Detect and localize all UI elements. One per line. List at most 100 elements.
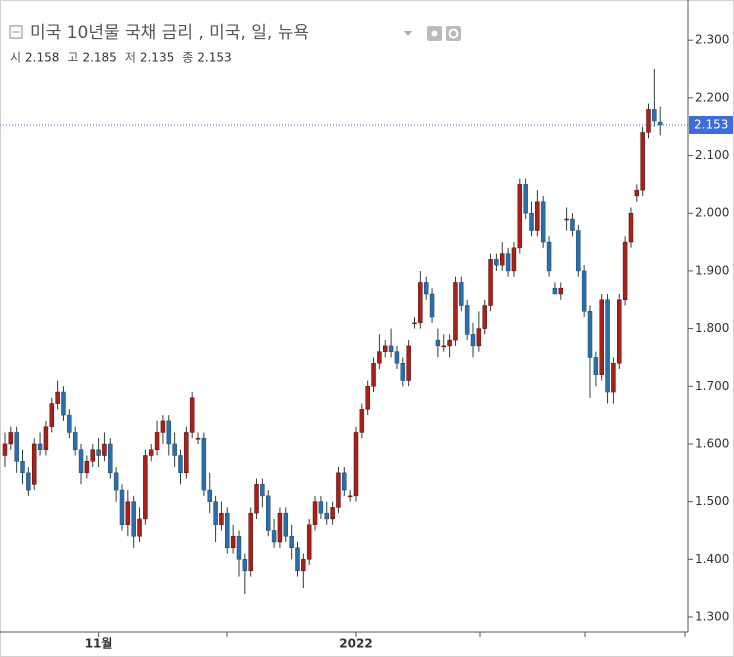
- candle-body: [271, 530, 277, 543]
- candle-body: [78, 449, 84, 474]
- candle-body: [640, 132, 645, 191]
- candle-body: [219, 512, 224, 525]
- candle-body: [230, 535, 236, 549]
- candle-body: [371, 362, 376, 387]
- candle-body: [464, 305, 470, 335]
- candle-body: [652, 109, 657, 122]
- candle-body: [447, 339, 452, 347]
- eye-icon-dot: [431, 30, 438, 37]
- candle-body: [382, 345, 388, 352]
- candle-body: [31, 443, 37, 485]
- y-tick-label: 2.300: [695, 33, 729, 47]
- settings-icon[interactable]: [446, 26, 461, 41]
- candle-body: [72, 432, 78, 450]
- ohlc-value: 2.185: [82, 51, 116, 65]
- ohlc-value: 2.135: [140, 51, 174, 65]
- candle-body: [535, 201, 540, 231]
- candle-body: [564, 218, 569, 221]
- candle-body: [476, 328, 482, 347]
- candle-body: [8, 432, 14, 445]
- candle-body: [435, 339, 441, 347]
- candle-body: [394, 351, 400, 364]
- candle-body: [523, 184, 528, 214]
- candle-body: [628, 212, 634, 243]
- candle-body: [400, 362, 406, 381]
- candle-body: [429, 293, 435, 318]
- candle-body: [324, 512, 329, 520]
- candle-body: [108, 443, 113, 474]
- candle-body: [113, 472, 119, 491]
- candle-body: [277, 512, 283, 543]
- last-price-box: [689, 115, 733, 134]
- ohlc-value: 2.158: [25, 51, 59, 65]
- plot: [2, 69, 663, 594]
- candle-body: [148, 449, 154, 456]
- last-price-label: 2.153: [694, 117, 728, 131]
- candle-body: [517, 184, 523, 249]
- candle-body: [14, 432, 19, 462]
- candle-body: [540, 201, 546, 243]
- candle-body: [84, 461, 90, 474]
- ohlc-label: 저: [125, 51, 136, 65]
- y-tick-label: 1.500: [695, 494, 729, 508]
- candle-body: [470, 334, 476, 347]
- candle-body: [388, 345, 394, 352]
- candle-body: [160, 420, 166, 433]
- candle-body: [20, 461, 25, 474]
- candle-body: [242, 559, 248, 572]
- candle-body: [154, 432, 160, 450]
- candle-body: [131, 501, 136, 537]
- candle-body: [55, 391, 60, 404]
- candle-body: [213, 501, 218, 525]
- y-tick-label: 1.300: [695, 610, 729, 624]
- candle-body: [61, 391, 66, 416]
- y-tick-label: 1.400: [695, 552, 729, 566]
- candle-body: [423, 282, 429, 295]
- y-tick-label: 1.900: [695, 263, 729, 277]
- candle-body: [646, 109, 651, 133]
- candle-body: [236, 535, 242, 560]
- candle-body: [377, 351, 382, 364]
- candle-body: [552, 287, 558, 295]
- candle-body: [318, 501, 324, 514]
- candle-body: [587, 311, 593, 358]
- candle-body: [505, 253, 511, 272]
- candle-body: [43, 426, 49, 450]
- candle-body: [459, 282, 464, 306]
- candle-body: [119, 489, 125, 525]
- ohlc-label: 고: [67, 51, 78, 65]
- candle-body: [406, 345, 411, 381]
- candle-body: [225, 512, 230, 549]
- dropdown-arrow[interactable]: [404, 31, 412, 36]
- candle-body: [482, 305, 487, 329]
- candle-body: [312, 501, 318, 525]
- candle-body: [184, 432, 189, 474]
- y-tick-label: 2.100: [695, 148, 729, 162]
- candle-body: [570, 218, 575, 231]
- candle-body: [207, 489, 212, 502]
- candle-body: [599, 299, 604, 375]
- candle-body: [102, 443, 107, 456]
- candle-body: [37, 443, 43, 450]
- candle-body: [593, 357, 599, 375]
- candle-body: [611, 362, 616, 393]
- candle-body: [260, 484, 265, 497]
- candle-body: [254, 484, 259, 514]
- candle-body: [301, 559, 306, 572]
- candle-body: [172, 443, 177, 456]
- candle-body: [634, 189, 640, 197]
- candle-body: [453, 282, 458, 341]
- candle-body: [441, 345, 446, 348]
- settings-icon-gear: [448, 28, 459, 39]
- y-tick-label: 1.800: [695, 321, 729, 335]
- ohlc-label: 종: [182, 51, 193, 65]
- candle-body: [353, 432, 359, 497]
- candle-body: [26, 472, 31, 491]
- candle-body: [2, 443, 8, 456]
- ohlc-row: 시 2.158 고 2.185 저 2.135 종 2.153: [10, 51, 232, 65]
- candle-body: [265, 495, 271, 531]
- candle-body: [500, 253, 505, 266]
